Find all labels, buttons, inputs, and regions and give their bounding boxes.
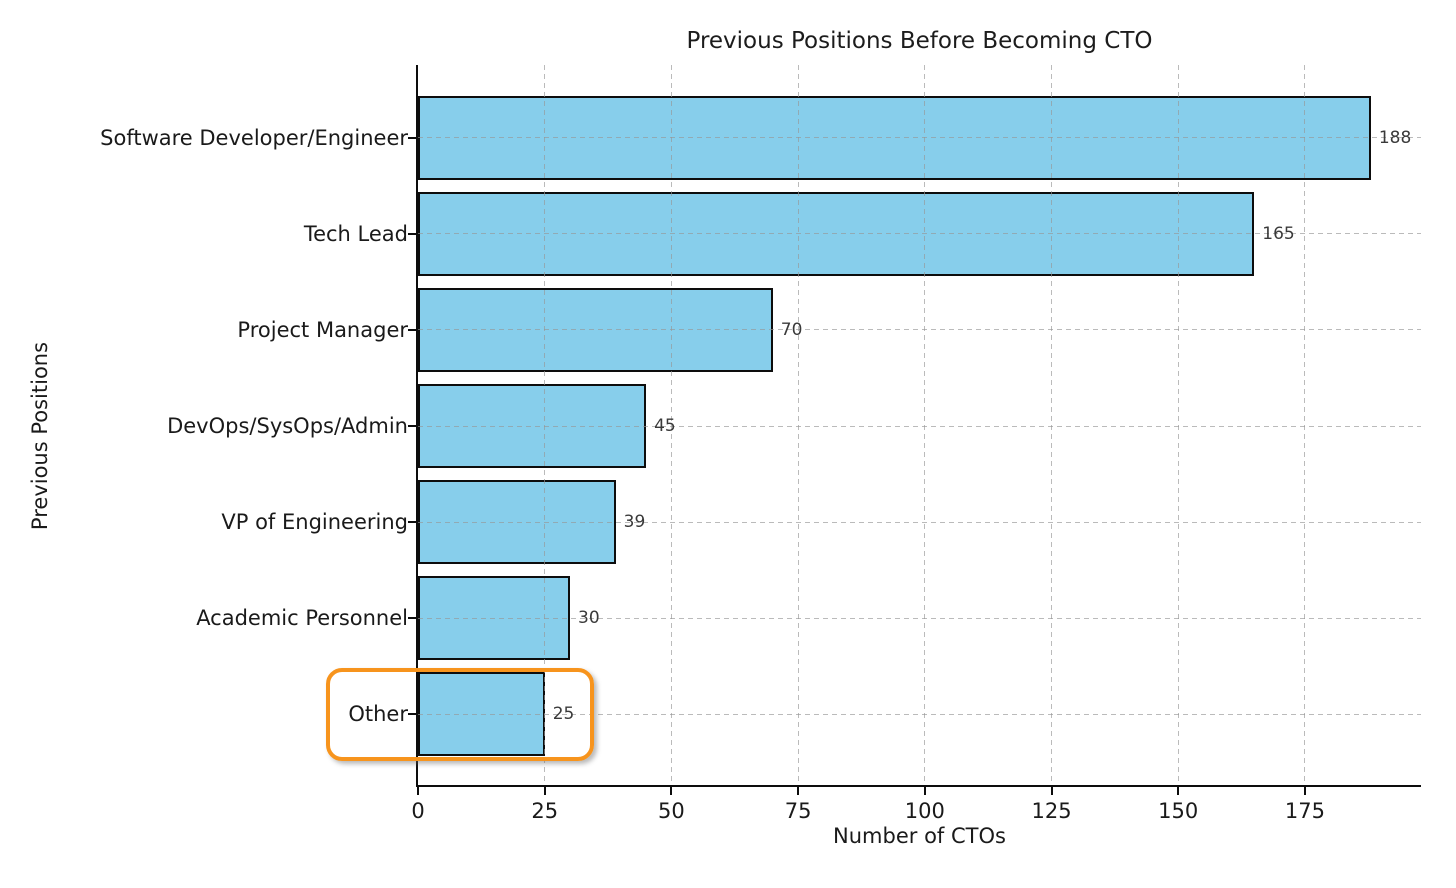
category-label-devops-sysops-admin: DevOps/SysOps/Admin <box>167 414 408 438</box>
y-gridline-academic-personnel <box>418 617 1421 619</box>
x-tick-150 <box>1177 787 1180 795</box>
value-label-other: 25 <box>552 704 575 725</box>
category-label-project-manager: Project Manager <box>237 317 408 342</box>
value-label-tech-lead: 165 <box>1262 223 1295 244</box>
x-tick-75 <box>797 787 800 795</box>
plot-area: 0 25 50 75 100 125 150 175 188 165 70 45 39 30 25 <box>408 65 1421 823</box>
category-label-academic-personnel: Academic Personnel <box>196 606 408 631</box>
x-tick-label-0: 0 <box>411 799 425 823</box>
y-tick-tech-lead <box>408 232 418 235</box>
x-tick-175 <box>1303 787 1306 795</box>
x-tick-label-100: 100 <box>904 799 945 823</box>
x-tick-50 <box>670 787 673 795</box>
x-tick-0 <box>417 787 419 795</box>
category-label-software-developer-engineer: Software Developer/Engineer <box>100 125 408 150</box>
y-gridline-devops-sysops-admin <box>418 425 1421 427</box>
y-gridline-software-developer-engineer <box>418 137 1421 139</box>
y-gridline-other <box>418 713 1421 715</box>
y-gridline-project-manager <box>418 329 1421 331</box>
x-tick-125 <box>1050 787 1053 795</box>
chart-title: Previous Positions Before Becoming CTO <box>686 28 1153 54</box>
value-label-devops-sysops-admin: 45 <box>654 416 676 436</box>
x-axis-label: Number of CTOs <box>833 824 1006 848</box>
x-tick-label-125: 125 <box>1031 799 1072 823</box>
y-tick-software-developer-engineer <box>408 136 418 139</box>
x-tick-label-150: 150 <box>1158 799 1199 823</box>
x-tick-label-50: 50 <box>658 799 685 823</box>
category-label-other: Other <box>348 702 408 727</box>
value-label-software-developer-engineer: 188 <box>1378 127 1412 148</box>
y-tick-devops-sysops-admin <box>408 425 418 427</box>
x-tick-25 <box>543 787 546 795</box>
y-tick-academic-personnel <box>408 617 418 620</box>
category-label-tech-lead: Tech Lead <box>303 221 408 246</box>
y-tick-other <box>408 713 418 716</box>
x-tick-100 <box>923 787 926 795</box>
value-label-academic-personnel: 30 <box>578 608 600 629</box>
category-label-vp-of-engineering: VP of Engineering <box>221 510 408 535</box>
x-tick-label-75: 75 <box>784 799 812 823</box>
value-label-project-manager: 70 <box>780 319 803 340</box>
value-label-vp-of-engineering: 39 <box>623 512 646 533</box>
y-tick-vp-of-engineering <box>408 521 418 524</box>
x-tick-label-25: 25 <box>531 799 559 823</box>
x-axis-line <box>416 785 1421 787</box>
x-tick-label-175: 175 <box>1284 799 1325 823</box>
y-gridline-tech-lead <box>418 233 1421 235</box>
y-tick-project-manager <box>408 328 418 331</box>
y-gridline-vp-of-engineering <box>418 521 1421 523</box>
